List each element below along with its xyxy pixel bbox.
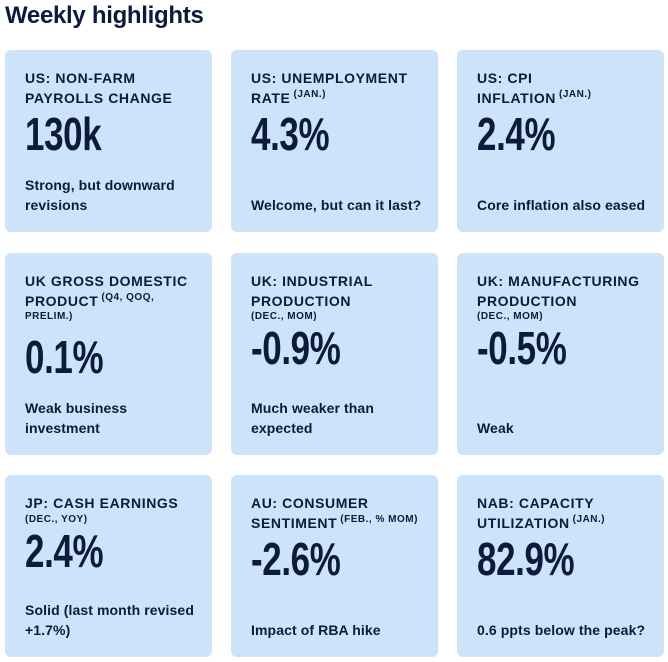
card-label: UK: MANUFACTURING PRODUCTION (DEC., MOM)	[477, 272, 648, 322]
card-qualifier: (Q4, QOQ, PRELIM.)	[25, 291, 155, 322]
card-label-text: AU: CONSUMER SENTIMENT	[251, 495, 369, 531]
card-label: AU: CONSUMER SENTIMENT (FEB., % MOM)	[251, 494, 422, 533]
card-value: -2.6%	[251, 533, 341, 585]
highlight-card: US: CPI INFLATION (JAN.) 2.4% Core inflatio…	[457, 50, 664, 232]
card-qualifier: (JAN.)	[572, 513, 606, 525]
card-value-box: -0.5%	[477, 322, 648, 374]
card-value: 2.4%	[477, 108, 556, 160]
card-value: 4.3%	[251, 108, 330, 160]
card-value-box: -2.6%	[251, 533, 422, 585]
card-qualifier: (FEB., % MOM)	[340, 513, 418, 525]
highlight-card: US: UNEMPLOYMENT RATE (JAN.) 4.3% Welcome, …	[231, 50, 438, 232]
card-value-box: 4.3%	[251, 108, 422, 160]
card-label-text: US: UNEMPLOYMENT RATE	[251, 70, 408, 106]
highlight-card: UK GROSS DOMESTIC PRODUCT (Q4, QOQ, PRELI…	[5, 253, 212, 455]
card-value: 130k	[25, 108, 102, 160]
card-label: US: UNEMPLOYMENT RATE (JAN.)	[251, 69, 422, 108]
card-label-text: US: NON-FARM PAYROLLS CHANGE	[25, 70, 173, 106]
card-label-text: JP: CASH EARNINGS	[25, 495, 179, 511]
card-comment: Much weaker than expected	[251, 400, 374, 436]
highlight-card: JP: CASH EARNINGS (DEC., YOY) 2.4% Solid (l…	[5, 475, 212, 657]
card-value-box: 2.4%	[477, 108, 648, 160]
card-label: UK GROSS DOMESTIC PRODUCT (Q4, QOQ, PRELI…	[25, 272, 196, 331]
card-qualifier: (DEC., YOY)	[25, 513, 88, 525]
card-label-text: UK GROSS DOMESTIC PRODUCT	[25, 273, 188, 309]
card-comment: Weak business investment	[25, 400, 128, 436]
highlight-card: US: NON-FARM PAYROLLS CHANGE 130k Strong, …	[5, 50, 212, 232]
card-label: UK: INDUSTRIAL PRODUCTION (DEC., MOM)	[251, 272, 422, 322]
card-value-box: -0.9%	[251, 322, 422, 374]
card-value-box: 2.4%	[25, 524, 196, 577]
card-qualifier: (JAN.)	[293, 88, 326, 100]
card-label-text: UK: MANUFACTURING PRODUCTION	[477, 273, 640, 309]
highlight-card: AU: CONSUMER SENTIMENT (FEB., % MOM) -2.6%…	[231, 475, 438, 657]
highlight-card: UK: MANUFACTURING PRODUCTION (DEC., MOM) -…	[457, 253, 664, 455]
card-comment: Solid (last month revised +1.7%)	[25, 602, 194, 638]
card-value-box: 130k	[25, 108, 196, 160]
card-comment: Strong, but downward revisions	[25, 177, 175, 213]
card-label-text: NAB: CAPACITY UTILIZATION	[477, 495, 594, 531]
card-qualifier: (DEC., MOM)	[477, 311, 544, 322]
highlight-card: NAB: CAPACITY UTILIZATION (JAN.) 82.9% 0.6 …	[457, 475, 664, 657]
page-title: Weekly highlights	[5, 2, 204, 29]
card-label: US: CPI INFLATION (JAN.)	[477, 69, 648, 108]
card-comment: 0.6 ppts below the peak?	[477, 622, 646, 638]
card-label-text: US: CPI INFLATION	[477, 70, 557, 106]
card-value: 0.1%	[25, 330, 104, 383]
card-label: JP: CASH EARNINGS (DEC., YOY)	[25, 494, 196, 525]
card-comment: Core inflation also eased	[477, 197, 646, 213]
card-value: -0.9%	[251, 322, 341, 374]
card-label: US: NON-FARM PAYROLLS CHANGE	[25, 69, 196, 108]
card-comment: Weak	[477, 420, 514, 436]
card-value: 82.9%	[477, 533, 575, 585]
card-value: -0.5%	[477, 322, 567, 374]
card-value-box: 82.9%	[477, 533, 648, 585]
card-value-box: 0.1%	[25, 330, 196, 383]
card-label-text: UK: INDUSTRIAL PRODUCTION	[251, 273, 373, 309]
card-comment: Welcome, but can it last?	[251, 197, 422, 213]
highlight-card: UK: INDUSTRIAL PRODUCTION (DEC., MOM) -0.9…	[231, 253, 438, 455]
card-label: NAB: CAPACITY UTILIZATION (JAN.)	[477, 494, 648, 533]
card-value: 2.4%	[25, 524, 104, 577]
card-qualifier: (JAN.)	[559, 88, 592, 100]
card-comment: Impact of RBA hike	[251, 622, 381, 638]
card-qualifier: (DEC., MOM)	[251, 311, 318, 322]
